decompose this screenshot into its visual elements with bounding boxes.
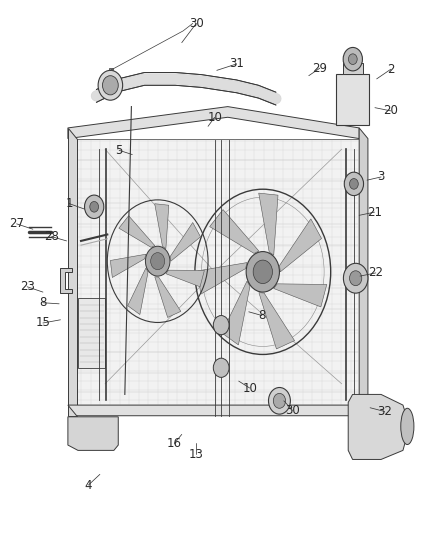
Text: 30: 30 — [285, 404, 300, 417]
Polygon shape — [210, 209, 259, 253]
Polygon shape — [170, 222, 201, 261]
Polygon shape — [274, 284, 327, 307]
Text: 30: 30 — [189, 17, 204, 30]
Text: 31: 31 — [229, 58, 244, 70]
Text: 8: 8 — [258, 309, 265, 322]
Text: 20: 20 — [383, 104, 398, 117]
Polygon shape — [68, 107, 359, 139]
Text: 4: 4 — [85, 479, 92, 491]
Text: 23: 23 — [20, 280, 35, 293]
FancyBboxPatch shape — [336, 74, 369, 125]
Ellipse shape — [401, 408, 414, 445]
Polygon shape — [109, 68, 113, 70]
Polygon shape — [348, 394, 410, 459]
Circle shape — [348, 54, 357, 64]
Text: 13: 13 — [189, 448, 204, 461]
Text: 15: 15 — [35, 317, 50, 329]
Text: 29: 29 — [312, 62, 327, 75]
Polygon shape — [96, 149, 350, 400]
Text: 2: 2 — [387, 63, 395, 76]
Polygon shape — [155, 204, 169, 249]
Circle shape — [213, 358, 229, 377]
Polygon shape — [68, 405, 368, 416]
Circle shape — [343, 263, 368, 293]
Text: 28: 28 — [44, 230, 59, 243]
Circle shape — [85, 195, 104, 219]
Circle shape — [90, 201, 99, 212]
Polygon shape — [166, 270, 205, 287]
Text: 8: 8 — [39, 296, 46, 309]
Text: 16: 16 — [167, 437, 182, 450]
Circle shape — [268, 387, 290, 414]
FancyBboxPatch shape — [343, 63, 363, 74]
Polygon shape — [110, 254, 146, 278]
Circle shape — [145, 246, 170, 276]
Polygon shape — [222, 281, 250, 345]
Circle shape — [151, 253, 165, 270]
Text: 10: 10 — [242, 382, 257, 394]
Circle shape — [253, 260, 272, 284]
Text: 5: 5 — [116, 144, 123, 157]
Circle shape — [98, 70, 123, 100]
Circle shape — [102, 76, 118, 95]
Polygon shape — [119, 216, 155, 247]
Text: 21: 21 — [367, 206, 382, 219]
Polygon shape — [198, 263, 247, 294]
Circle shape — [273, 393, 286, 408]
Text: 22: 22 — [368, 266, 383, 279]
Polygon shape — [259, 193, 278, 255]
Polygon shape — [128, 268, 148, 314]
Polygon shape — [155, 277, 181, 318]
Text: 27: 27 — [9, 217, 24, 230]
Polygon shape — [78, 298, 105, 368]
Text: 1: 1 — [65, 197, 73, 210]
Polygon shape — [77, 139, 359, 405]
Circle shape — [350, 271, 362, 286]
Circle shape — [344, 172, 364, 196]
Polygon shape — [60, 268, 72, 293]
Text: 10: 10 — [207, 111, 222, 124]
Text: 32: 32 — [377, 405, 392, 418]
Polygon shape — [259, 293, 294, 349]
Circle shape — [350, 179, 358, 189]
Circle shape — [343, 47, 362, 71]
Text: 3: 3 — [378, 171, 385, 183]
Circle shape — [213, 316, 229, 335]
Polygon shape — [359, 128, 368, 416]
Polygon shape — [68, 128, 77, 416]
Circle shape — [246, 252, 279, 292]
Polygon shape — [68, 417, 118, 450]
Polygon shape — [279, 219, 321, 272]
